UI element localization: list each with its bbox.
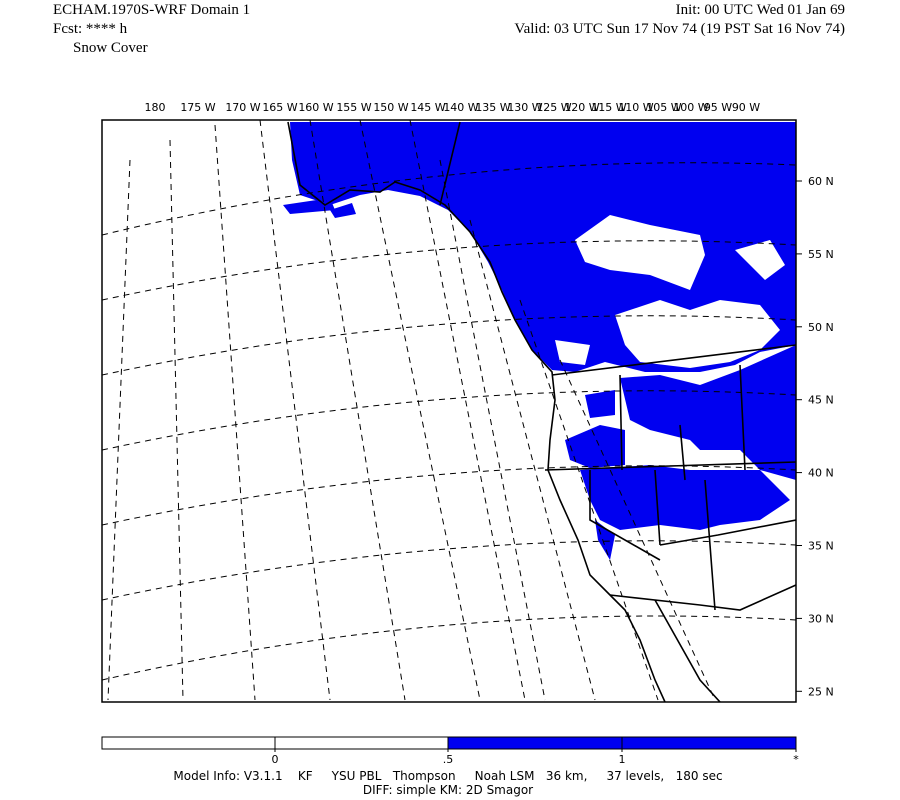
snow-area [580,465,790,530]
lon-label: 175 W [180,101,215,114]
snow-free-area [575,215,705,290]
lon-label: 100 W [673,101,708,114]
lat-label: 35 N [808,540,834,553]
valid-time: Valid: 03 UTC Sun 17 Nov 74 (19 PST Sat … [514,21,845,37]
snow-free-area [555,340,590,365]
snow-area [620,345,796,480]
init-time: Init: 00 UTC Wed 01 Jan 69 [676,2,845,18]
lon-label: 125 W [536,101,571,114]
map-frame [101,119,797,703]
lon-label: 165 W [262,101,297,114]
lat-label: 60 N [808,175,834,188]
snow-free-area [735,240,785,280]
diff-info: DIFF: simple KM: 2D Smagor [363,783,533,797]
lon-label: 155 W [336,101,371,114]
snow-area [595,520,615,560]
lon-label: 160 W [298,101,333,114]
lon-label: 115 W [591,101,626,114]
lon-label: 135 W [475,101,510,114]
model-title: ECHAM.1970S-WRF Domain 1 [53,2,250,18]
lon-label: 180 [145,101,166,114]
map: 180 175 W 170 W 165 W 160 W 155 W 150 W 145 W14… [101,101,834,703]
lon-label: 140 W [443,101,478,114]
colorbar: 0 .5 1 * [101,736,799,766]
lon-labels: 180 175 W 170 W 165 W 160 W 155 W 150 W 145 W14… [145,101,761,114]
lon-label: 145 W [410,101,445,114]
lon-label: 120 W [564,101,599,114]
colorbar-label: .5 [443,753,454,766]
colorbar-label: 0 [272,753,279,766]
forecast: Fcst: **** h [53,21,128,37]
snow-area [585,390,615,418]
lon-label: 110 W [618,101,653,114]
model-info: Model Info: V3.1.1 KF YSU PBL Thompson N… [173,769,722,783]
snow-area [283,198,335,214]
lon-label: 95 W [704,101,732,114]
colorbar-label: * [793,753,799,766]
lat-labels: 60 N 55 N 50 N 45 N 40 N 35 N 30 N 25 N [796,175,834,698]
lon-label: 170 W [225,101,260,114]
lat-label: 40 N [808,467,834,480]
lon-label: 130 W [507,101,542,114]
lon-label: 105 W [646,101,681,114]
snow-area [330,203,356,218]
lat-label: 45 N [808,394,834,407]
lon-label: 150 W [373,101,408,114]
snow-area [565,425,625,468]
colorbar-label: 1 [619,753,626,766]
lat-label: 55 N [808,248,834,261]
lat-label: 30 N [808,612,834,625]
field-name: Snow Cover [73,40,148,56]
lat-label: 50 N [808,321,834,334]
lat-label: 25 N [808,685,834,698]
lon-label: 90 W [732,101,760,114]
